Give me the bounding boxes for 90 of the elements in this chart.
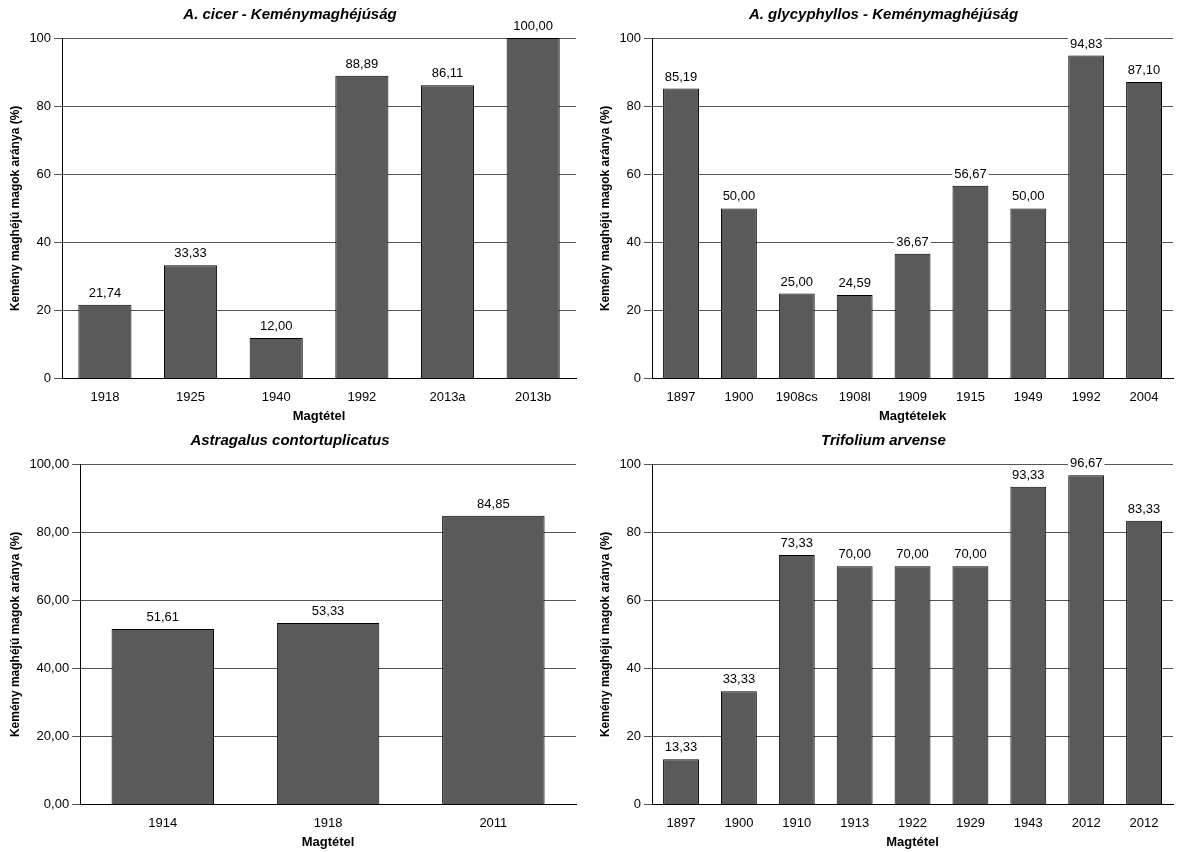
y-tick-label: 60 bbox=[626, 591, 642, 607]
data-label: 94,83 bbox=[1069, 35, 1103, 51]
data-label: 36,67 bbox=[896, 233, 929, 249]
y-tick-label: 0 bbox=[633, 370, 642, 386]
y-tick-label: 40 bbox=[626, 660, 642, 676]
y-tick-label: 20 bbox=[36, 302, 52, 318]
y-axis-title: Kemény maghéjú magok aránya (%) bbox=[7, 105, 22, 312]
x-tick-label: 1900 bbox=[724, 389, 754, 405]
y-axis-title: Kemény maghéjú magok aránya (%) bbox=[597, 531, 612, 738]
y-tick-label: 100 bbox=[619, 455, 642, 471]
y-tick-label: 60 bbox=[626, 165, 642, 181]
x-tick-label: 1910 bbox=[782, 815, 812, 831]
y-axis-title: Kemény maghéjú magok aránya (%) bbox=[597, 105, 612, 312]
data-label: 86,11 bbox=[431, 65, 464, 81]
data-label: 50,00 bbox=[1012, 188, 1045, 204]
x-tick-label: 2013b bbox=[515, 389, 552, 405]
x-tick-label: 1900 bbox=[724, 815, 754, 831]
x-tick-label: 1915 bbox=[955, 389, 985, 405]
data-label: 12,00 bbox=[259, 317, 293, 333]
y-tick-label: 80 bbox=[626, 523, 642, 539]
y-tick-label: 60,00 bbox=[36, 591, 70, 607]
y-axis-title: Kemény maghéjú magok aránya (%) bbox=[7, 531, 22, 738]
x-tick-label: 1949 bbox=[1013, 389, 1043, 405]
data-label: 53,33 bbox=[311, 603, 345, 619]
x-tick-label: 2012 bbox=[1071, 815, 1101, 831]
x-tick-label: 1992 bbox=[1071, 389, 1101, 405]
data-label: 88,89 bbox=[345, 55, 379, 71]
x-axis-title: Magtétel bbox=[886, 833, 939, 849]
y-tick-label: 60 bbox=[36, 165, 52, 181]
data-label: 25,00 bbox=[780, 273, 814, 289]
y-tick-label: 0 bbox=[633, 796, 642, 812]
y-tick-label: 20 bbox=[626, 728, 642, 744]
x-tick-label: 1914 bbox=[148, 815, 178, 831]
x-tick-label: 1929 bbox=[955, 815, 985, 831]
y-tick-label: 100,00 bbox=[29, 455, 70, 471]
data-label: 84,85 bbox=[477, 495, 510, 511]
x-tick-label: 2011 bbox=[479, 815, 508, 831]
x-tick-label: 2012 bbox=[1129, 815, 1159, 831]
data-label: 70,00 bbox=[838, 546, 871, 562]
x-tick-label: 1897 bbox=[666, 815, 696, 831]
y-tick-label: 100 bbox=[619, 29, 642, 45]
y-tick-label: 0 bbox=[43, 370, 52, 386]
x-tick-label: 2004 bbox=[1129, 389, 1159, 405]
data-label: 70,00 bbox=[954, 546, 987, 562]
data-label: 51,61 bbox=[146, 608, 180, 624]
chart-title: Astragalus contortuplicatus bbox=[189, 431, 390, 449]
x-tick-label: 1897 bbox=[666, 389, 696, 405]
data-label: 24,59 bbox=[838, 275, 871, 291]
x-tick-label: 1940 bbox=[261, 389, 291, 405]
data-label: 85,19 bbox=[664, 68, 698, 84]
chart-title: A. cicer - Keménymaghéjúság bbox=[182, 5, 397, 23]
data-label: 96,67 bbox=[1069, 455, 1103, 471]
data-label: 21,74 bbox=[88, 284, 122, 300]
chart-title: A. glycyphyllos - Keménymaghéjúság bbox=[747, 5, 1019, 23]
x-tick-label: 1908l bbox=[838, 389, 871, 405]
x-tick-label: 2013a bbox=[429, 389, 467, 405]
data-label: 70,00 bbox=[896, 546, 929, 562]
x-tick-label: 1925 bbox=[176, 389, 206, 405]
y-tick-label: 40 bbox=[626, 234, 642, 250]
x-tick-label: 1909 bbox=[898, 389, 928, 405]
data-label: 87,10 bbox=[1127, 62, 1161, 78]
data-label: 100,00 bbox=[513, 18, 554, 34]
x-tick-label: 1913 bbox=[840, 815, 870, 831]
y-tick-label: 80 bbox=[36, 97, 52, 113]
x-tick-label: 1918 bbox=[90, 389, 120, 405]
y-tick-label: 100 bbox=[29, 29, 52, 45]
x-tick-label: 1922 bbox=[898, 815, 928, 831]
x-tick-label: 1918 bbox=[313, 815, 343, 831]
y-tick-label: 0,00 bbox=[43, 796, 70, 812]
y-tick-label: 80 bbox=[626, 97, 642, 113]
data-label: 33,33 bbox=[174, 245, 207, 261]
x-axis-title: Magtétel bbox=[292, 407, 346, 423]
data-label: 13,33 bbox=[664, 739, 698, 755]
y-tick-label: 20 bbox=[626, 302, 642, 318]
data-label: 50,00 bbox=[722, 188, 756, 204]
x-axis-title: Magtétel bbox=[301, 833, 355, 849]
y-tick-label: 40,00 bbox=[36, 660, 70, 676]
y-tick-label: 80,00 bbox=[36, 523, 70, 539]
x-tick-label: 1992 bbox=[347, 389, 377, 405]
data-label: 33,33 bbox=[722, 671, 756, 687]
x-tick-label: 1943 bbox=[1013, 815, 1043, 831]
data-label: 73,33 bbox=[780, 534, 814, 550]
y-tick-label: 40 bbox=[36, 234, 52, 250]
x-tick-label: 1908cs bbox=[775, 389, 819, 405]
x-axis-title: Magtételek bbox=[878, 407, 947, 423]
data-label: 56,67 bbox=[954, 165, 987, 181]
chart-title: Trifolium arvense bbox=[821, 431, 946, 449]
data-label: 83,33 bbox=[1127, 500, 1161, 516]
data-label: 93,33 bbox=[1012, 466, 1045, 482]
y-tick-label: 20,00 bbox=[36, 728, 70, 744]
